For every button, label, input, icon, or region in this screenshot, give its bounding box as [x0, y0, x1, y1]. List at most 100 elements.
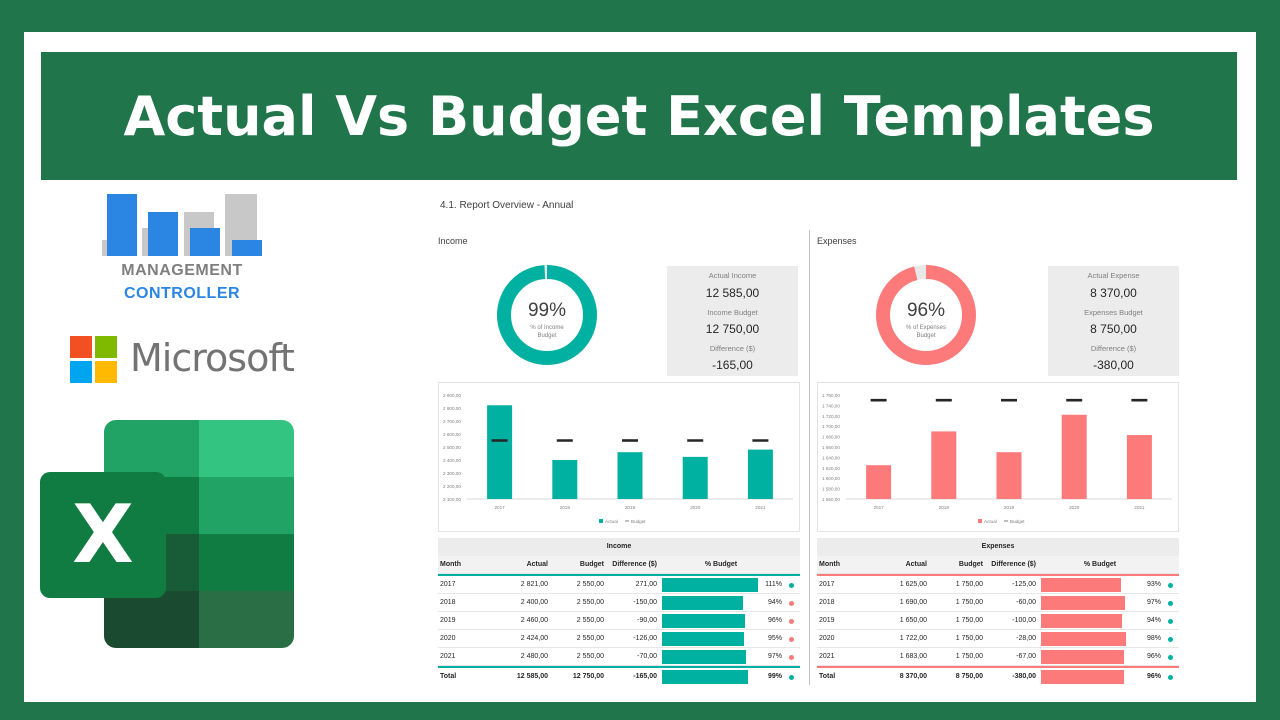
actual-bar [996, 452, 1022, 499]
cell-month: 2020 [440, 635, 456, 642]
income-table: Income Month Actual Budget Difference ($) % B… [438, 538, 800, 686]
x-tick-label: 2017 [494, 505, 505, 510]
status-dot-icon [1168, 637, 1173, 642]
status-dot-icon [1168, 583, 1173, 588]
kpi-label: Expenses Budget [1084, 308, 1143, 317]
cell-month: 2017 [819, 581, 835, 588]
table-header-row: Month Actual Budget Difference ($) % Budget [438, 556, 800, 574]
cell-difference: -90,00 [637, 617, 657, 624]
actual-bar [617, 452, 643, 499]
cell-budget: 1 750,00 [955, 653, 983, 660]
y-tick-label: 1 560,00 [822, 497, 840, 502]
x-tick-label: 2020 [1069, 505, 1080, 510]
cell-difference: -100,00 [1012, 617, 1036, 624]
status-dot-icon [789, 655, 794, 660]
x-tick-label: 2021 [755, 505, 766, 510]
microsoft-logo-icon [70, 336, 118, 384]
x-tick-label: 2019 [625, 505, 636, 510]
col-header-pct-budget: % Budget [1083, 561, 1117, 568]
actual-bar [552, 460, 578, 499]
cell-month: 2019 [440, 617, 456, 624]
table-caption: Income [438, 538, 800, 556]
income-panel-title: Income [438, 236, 468, 246]
kpi-label: Income Budget [707, 308, 758, 317]
cell-month: 2020 [819, 635, 835, 642]
status-dot-icon [1168, 675, 1173, 680]
y-tick-label: 2 800,00 [443, 406, 461, 411]
kpi-label: Difference ($) [1090, 344, 1137, 353]
col-header-difference: Difference ($) [991, 561, 1036, 568]
cell-actual: 8 370,00 [899, 673, 927, 680]
status-dot-icon [789, 601, 794, 606]
legend-budget-label: Budget [631, 519, 646, 524]
cell-budget: 2 550,00 [576, 635, 604, 642]
col-header-budget: Budget [579, 561, 604, 568]
cell-actual: 2 480,00 [520, 653, 548, 660]
col-header-actual: Actual [526, 561, 548, 568]
legend-actual-swatch [978, 519, 982, 523]
table-header-row: Month Actual Budget Difference ($) % Budget [817, 556, 1179, 574]
cell-budget: 8 750,00 [955, 673, 983, 680]
col-header-difference: Difference ($) [612, 561, 657, 568]
cell-pct-budget: 98% [1146, 635, 1161, 642]
income-donut-caption1: % of Income [530, 325, 564, 331]
expenses-bar-chart: 1 760,00 1 740,00 1 720,00 1 700,00 1 680,00… [817, 382, 1179, 532]
cell-difference: -67,00 [1016, 653, 1036, 660]
cell-pct-budget: 93% [1146, 581, 1161, 588]
pct-budget-bar [1041, 614, 1123, 628]
cell-budget: 12 750,00 [572, 673, 604, 680]
y-tick-label: 1 660,00 [822, 445, 840, 450]
table-accent-line [817, 574, 1179, 576]
cell-budget: 2 550,00 [576, 653, 604, 660]
status-dot-icon [789, 619, 794, 624]
cell-actual: 1 650,00 [899, 617, 927, 624]
cell-difference: -165,00 [633, 673, 657, 680]
legend-actual-label: Actual [605, 519, 618, 524]
kpi-label: Actual Expense [1087, 271, 1140, 280]
expenses-donut-caption1: % of Expenses [906, 325, 946, 331]
table-row: 2021 1 683,00 1 750,00 -67,00 96% [817, 648, 1179, 666]
kpi-value: -380,00 [1093, 358, 1134, 372]
y-tick-label: 1 640,00 [822, 455, 840, 460]
cell-month: 2021 [440, 653, 456, 660]
cell-difference: -125,00 [1012, 581, 1036, 588]
cell-pct-budget: 96% [767, 617, 782, 624]
cell-pct-budget: 95% [767, 635, 782, 642]
x-tick-label: 2019 [1004, 505, 1015, 510]
table-accent-line [817, 666, 1179, 668]
table-row: 2021 2 480,00 2 550,00 -70,00 97% [438, 648, 800, 666]
table-row: 2018 2 400,00 2 550,00 -150,00 94% [438, 594, 800, 612]
kpi-value: 12 585,00 [705, 286, 760, 300]
pct-budget-bar [1041, 578, 1122, 592]
excel-logo-icon: X [40, 420, 294, 650]
x-tick-label: 2020 [690, 505, 701, 510]
cell-pct-budget: 111% [765, 581, 782, 588]
col-header-budget: Budget [958, 561, 983, 568]
pct-budget-bar [662, 670, 748, 684]
mc-logo-text-line1: MANAGEMENT [121, 262, 243, 279]
mc-logo-text-line2: CONTROLLER [123, 285, 241, 302]
cell-pct-budget: 99% [767, 673, 782, 680]
status-dot-icon [789, 637, 794, 642]
cell-month: Total [819, 673, 836, 680]
cell-month: 2017 [440, 581, 456, 588]
x-tick-label: 2021 [1134, 505, 1145, 510]
kpi-label: Actual Income [708, 271, 757, 280]
cell-actual: 12 585,00 [516, 673, 548, 680]
y-tick-label: 2 200,00 [443, 484, 461, 489]
actual-bar [487, 405, 513, 499]
y-tick-label: 1 760,00 [822, 393, 840, 398]
y-tick-label: 1 720,00 [822, 414, 840, 419]
cell-budget: 2 550,00 [576, 581, 604, 588]
expenses-panel-title: Expenses [817, 236, 857, 246]
x-tick-label: 2018 [939, 505, 950, 510]
table-accent-line [438, 574, 800, 576]
status-dot-icon [789, 583, 794, 588]
table-row: 2018 1 690,00 1 750,00 -60,00 97% [817, 594, 1179, 612]
table-caption: Expenses [817, 538, 1179, 556]
x-tick-label: 2018 [560, 505, 571, 510]
management-controller-logo-icon [100, 188, 270, 308]
legend-actual-swatch [599, 519, 603, 523]
table-row: 2020 1 722,00 1 750,00 -28,00 98% [817, 630, 1179, 648]
y-tick-label: 1 600,00 [822, 476, 840, 481]
